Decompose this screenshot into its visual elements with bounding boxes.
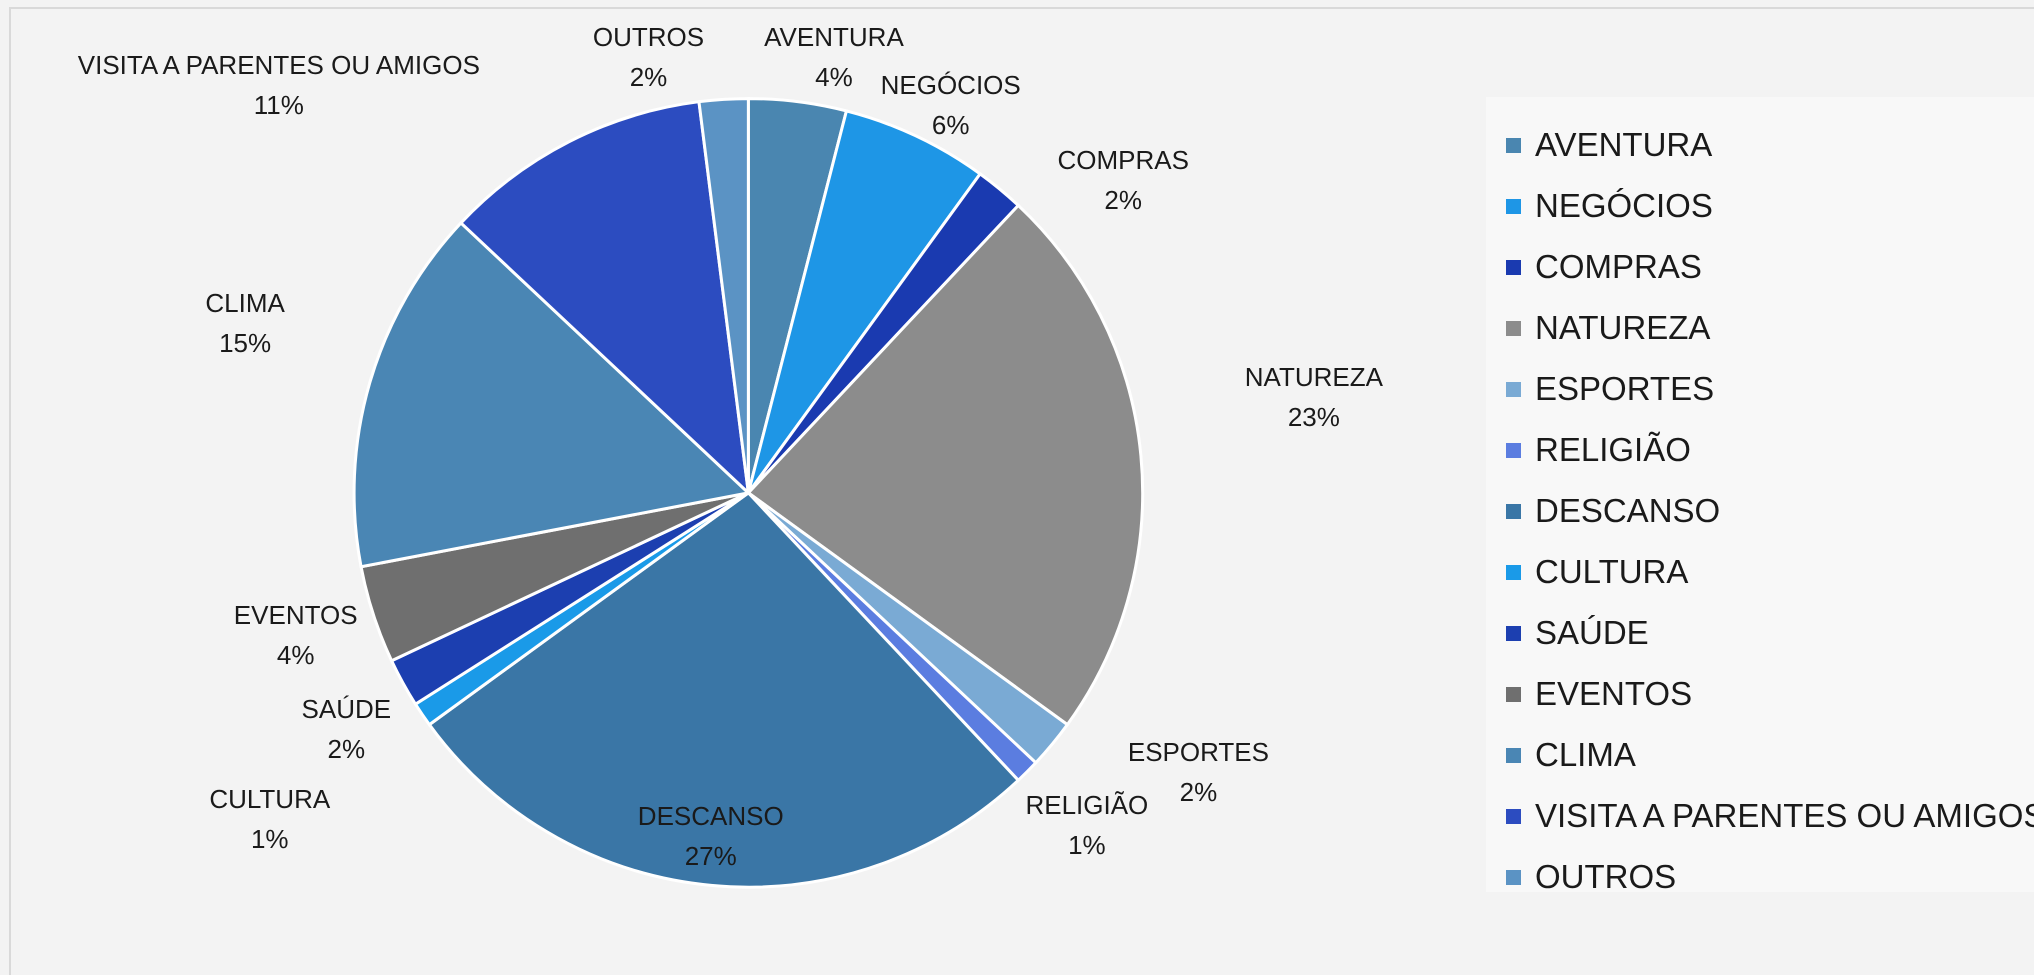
label-category: NATUREZA [1244, 361, 1383, 392]
data-label: COMPRAS 2% [968, 140, 1279, 220]
label-value: 4% [276, 640, 315, 671]
legend-swatch [1506, 198, 1521, 214]
label-category: RELIGIÃO [1025, 789, 1149, 820]
data-label: NEGÓCIOS 6% [795, 65, 1106, 145]
label-category: OUTROS [592, 21, 705, 52]
legend-item: VISITA A PARENTES OU AMIGOS [1506, 797, 2034, 835]
legend-swatch [1506, 747, 1521, 763]
legend-swatch [1506, 381, 1521, 397]
legend-label: OUTROS [1535, 858, 1677, 895]
legend-item: NATUREZA [1506, 309, 1710, 347]
pie-slice [352, 220, 752, 569]
legend-item: DESCANSO [1506, 492, 1720, 530]
legend-label: ESPORTES [1535, 370, 1715, 407]
legend-label: RELIGIÃO [1535, 431, 1691, 468]
legend-item: CULTURA [1506, 553, 1688, 591]
data-label: CLIMA 15% [89, 283, 400, 363]
label-category: NEGÓCIOS [880, 69, 1021, 100]
label-value: 2% [629, 61, 668, 92]
legend-swatch [1506, 686, 1521, 702]
data-label: OUTROS 2% [493, 17, 804, 97]
legend-label: CLIMA [1535, 736, 1636, 773]
legend-swatch [1506, 259, 1521, 275]
data-label: RELIGIÃO 1% [931, 785, 1242, 865]
legend-label: SAÚDE [1535, 614, 1649, 651]
legend-item: AVENTURA [1506, 126, 1712, 164]
data-label: ESPORTES 2% [1043, 732, 1354, 812]
legend-label: DESCANSO [1535, 492, 1721, 529]
legend-label: CULTURA [1535, 553, 1689, 590]
pie-slice [458, 100, 751, 497]
label-category: CLIMA [205, 287, 285, 318]
legend-label: NEGÓCIOS [1535, 187, 1713, 224]
label-value: 2% [1104, 185, 1142, 216]
label-value: 1% [250, 824, 289, 855]
label-category: ESPORTES [1127, 736, 1269, 767]
legend-swatch [1506, 137, 1521, 153]
label-value: 1% [1068, 829, 1106, 860]
label-category: SAÚDE [301, 693, 392, 724]
legend-label: NATUREZA [1535, 309, 1711, 346]
data-label: AVENTURA 4% [678, 17, 989, 97]
legend-item: ESPORTES [1506, 370, 1714, 408]
legend-label: AVENTURA [1535, 126, 1713, 163]
label-value: 27% [684, 841, 737, 872]
data-label: SAÚDE 2% [191, 689, 502, 769]
label-category: COMPRAS [1057, 145, 1189, 176]
label-value: 23% [1287, 401, 1340, 432]
label-value: 11% [253, 90, 304, 121]
legend: AVENTURA NEGÓCIOS COMPRAS NATUREZA ESPORTES R… [1486, 97, 2034, 895]
label-value: 2% [327, 733, 366, 764]
legend-label: VISITA A PARENTES OU AMIGOS [1535, 797, 2034, 834]
label-category: VISITA A PARENTES OU AMIGOS [77, 50, 480, 81]
data-label: NATUREZA 23% [1158, 357, 1469, 437]
label-value: 2% [1179, 776, 1218, 807]
legend-item: SAÚDE [1506, 614, 1649, 652]
legend-item: COMPRAS [1506, 248, 1702, 286]
label-value: 15% [219, 327, 272, 358]
legend-item: NEGÓCIOS [1506, 187, 1713, 225]
legend-swatch [1506, 564, 1521, 580]
data-label: DESCANSO 27% [555, 796, 866, 876]
label-category: EVENTOS [233, 600, 358, 631]
legend-swatch [1506, 808, 1521, 824]
legend-item: OUTROS [1506, 858, 1676, 896]
label-category: AVENTURA [764, 21, 904, 52]
legend-swatch [1506, 625, 1521, 641]
plot-border [9, 7, 2034, 975]
data-label: CULTURA 1% [114, 779, 425, 859]
legend-swatch [1506, 320, 1521, 336]
legend-label: COMPRAS [1535, 248, 1702, 285]
legend-swatch [1506, 503, 1521, 519]
pie-slice [697, 97, 750, 494]
legend-item: RELIGIÃO [1506, 431, 1691, 469]
label-category: DESCANSO [637, 801, 784, 832]
legend-item: CLIMA [1506, 736, 1636, 774]
label-value: 4% [815, 61, 853, 92]
label-value: 6% [931, 109, 970, 140]
legend-swatch [1506, 442, 1521, 458]
pie-slice [746, 109, 983, 494]
pie-slice [746, 203, 1145, 727]
legend-swatch [1506, 869, 1521, 885]
pie-slice [427, 490, 1021, 889]
data-label: VISITA A PARENTES OU AMIGOS 11% [71, 45, 486, 125]
legend-label: EVENTOS [1535, 675, 1693, 712]
legend-item: EVENTOS [1506, 675, 1692, 713]
data-label: EVENTOS 4% [140, 595, 451, 675]
label-category: CULTURA [209, 784, 331, 815]
